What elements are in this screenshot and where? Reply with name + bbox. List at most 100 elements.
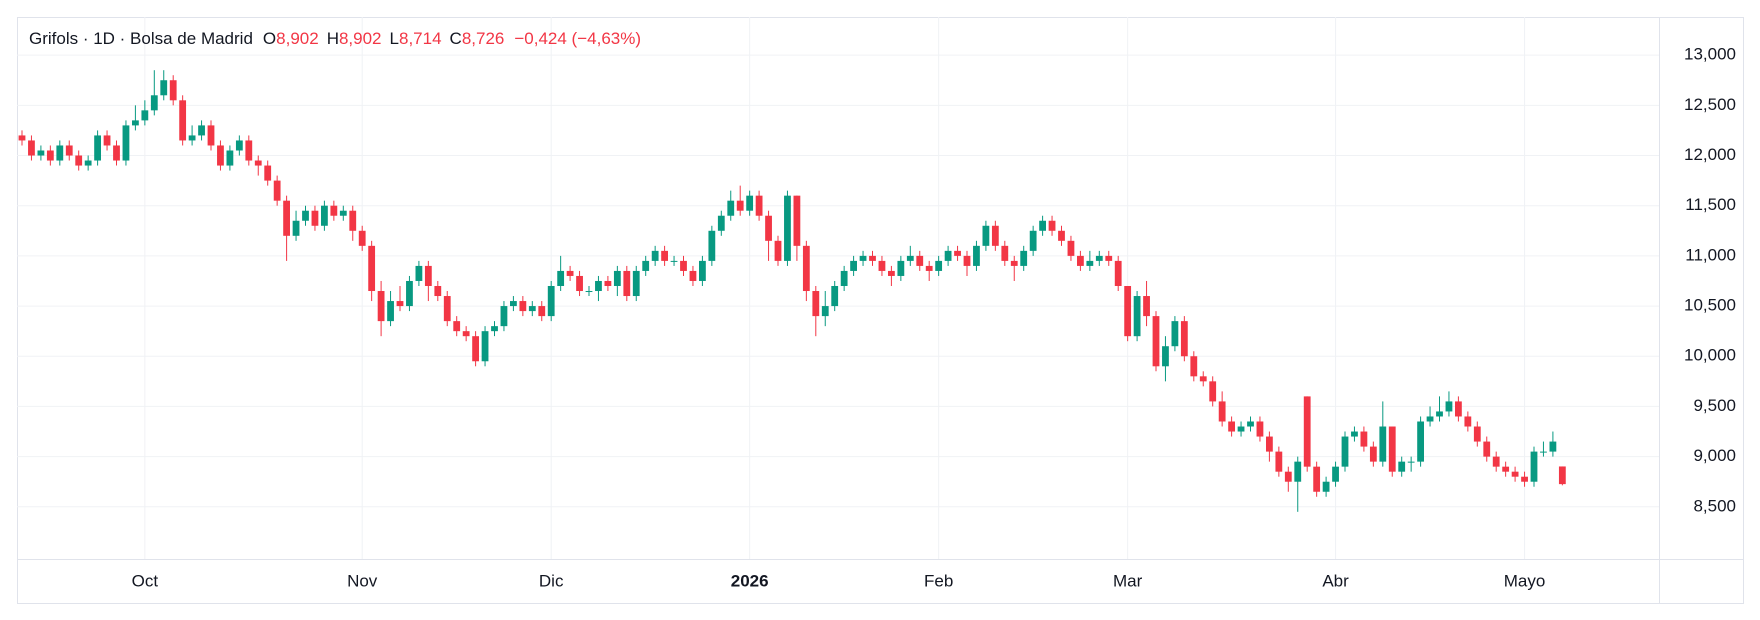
candle-body (396, 301, 404, 307)
candle-body (1351, 431, 1358, 437)
candle-body (1407, 461, 1415, 463)
candle-body (1360, 431, 1368, 447)
candle-body (878, 260, 886, 271)
y-tick-label: 13,000 (1684, 45, 1736, 64)
candle-body (302, 210, 309, 221)
candle-body (1483, 441, 1491, 457)
candle-body (1114, 260, 1122, 286)
candle-body (330, 205, 338, 216)
candle-body (1322, 481, 1330, 492)
candle-body (1199, 376, 1207, 382)
y-tick-label: 10,000 (1684, 346, 1736, 365)
candle-body (1133, 296, 1141, 337)
candle-body (368, 245, 376, 292)
x-tick-label: Abr (1322, 571, 1349, 590)
candle-body (1379, 426, 1387, 462)
symbol: Grifols · 1D · Bolsa de Madrid (29, 29, 253, 48)
y-tick-label: 10,500 (1684, 296, 1736, 315)
candle-body (103, 135, 111, 146)
candle-body (1209, 381, 1217, 402)
y-tick-label: 12,000 (1684, 145, 1736, 164)
y-tick-label: 9,500 (1693, 396, 1736, 415)
candle-body (528, 306, 536, 312)
candle-body (1010, 260, 1018, 266)
candle-body (925, 265, 933, 271)
candle-body (453, 321, 461, 332)
ohlc-label: L (390, 29, 399, 48)
candle-body (415, 265, 423, 281)
ohlc-value: 8,902 (276, 29, 319, 48)
candle-body (1143, 296, 1150, 317)
candle-body (642, 260, 650, 271)
candle-body (245, 140, 253, 161)
candle-body (160, 80, 168, 96)
x-tick-label: 2026 (731, 571, 769, 590)
candle-body (651, 250, 659, 261)
candle-body (1426, 416, 1434, 422)
candle-body (954, 250, 961, 256)
candle-body (1436, 411, 1443, 417)
candle-body (141, 110, 149, 121)
candle-body (132, 120, 139, 126)
candle-body (443, 296, 451, 322)
candle-body (472, 336, 479, 362)
candle-body (235, 140, 243, 151)
candle-body (1162, 346, 1169, 367)
candle-body (358, 230, 366, 246)
candle-body (566, 270, 574, 276)
candle-body (850, 260, 857, 271)
candle-body (1001, 245, 1009, 261)
candle-body (264, 165, 272, 181)
candle-body (755, 195, 763, 216)
candle-body (831, 285, 839, 307)
candle-body (595, 280, 602, 292)
candle-body (1029, 230, 1037, 251)
candle-body (632, 270, 640, 297)
candle-body (1180, 321, 1188, 357)
candle-body (519, 301, 527, 312)
candle-body (169, 80, 177, 101)
candle-body (765, 215, 772, 241)
candle-body (46, 150, 54, 161)
candle-body (613, 270, 621, 286)
candle-body (56, 145, 64, 161)
candle-body (1247, 421, 1254, 427)
x-tick-label: Dic (539, 571, 564, 590)
candle-body (840, 270, 848, 286)
x-tick-label: Mar (1113, 571, 1143, 590)
candle-body (736, 200, 744, 211)
candle-body (1275, 451, 1283, 472)
candle-body (1341, 436, 1349, 467)
candle-body (1492, 456, 1500, 467)
candle-body (793, 195, 801, 246)
candle-body (1218, 401, 1226, 422)
candle-body (604, 280, 612, 286)
candle-body (37, 150, 45, 156)
candle-body (113, 145, 120, 161)
candle-body (991, 225, 999, 246)
candle-body (869, 255, 876, 261)
candle-body (1332, 466, 1339, 482)
candle-body (944, 250, 952, 261)
candle-body (1086, 260, 1094, 266)
candle-body (661, 250, 668, 261)
ohlc-label: C (450, 29, 462, 48)
candle-body (1549, 441, 1557, 452)
change: −0,424 (−4,63%) (514, 29, 641, 48)
candle-body (1530, 451, 1538, 482)
candle-body (18, 135, 26, 141)
candle-body (1388, 426, 1396, 472)
candle-body (1398, 461, 1406, 472)
legend: Grifols · 1D · Bolsa de Madrid O8,902 H8,9… (29, 29, 641, 48)
candle-body (150, 95, 158, 111)
candle-body (198, 125, 205, 136)
candle-body (1020, 250, 1028, 266)
candle-body (217, 145, 224, 166)
candle-body (973, 245, 980, 266)
candle-body (689, 270, 697, 281)
candle-body (1445, 401, 1453, 412)
candle-body (387, 301, 394, 322)
candle-body (1095, 255, 1103, 261)
candle-body (424, 265, 432, 286)
